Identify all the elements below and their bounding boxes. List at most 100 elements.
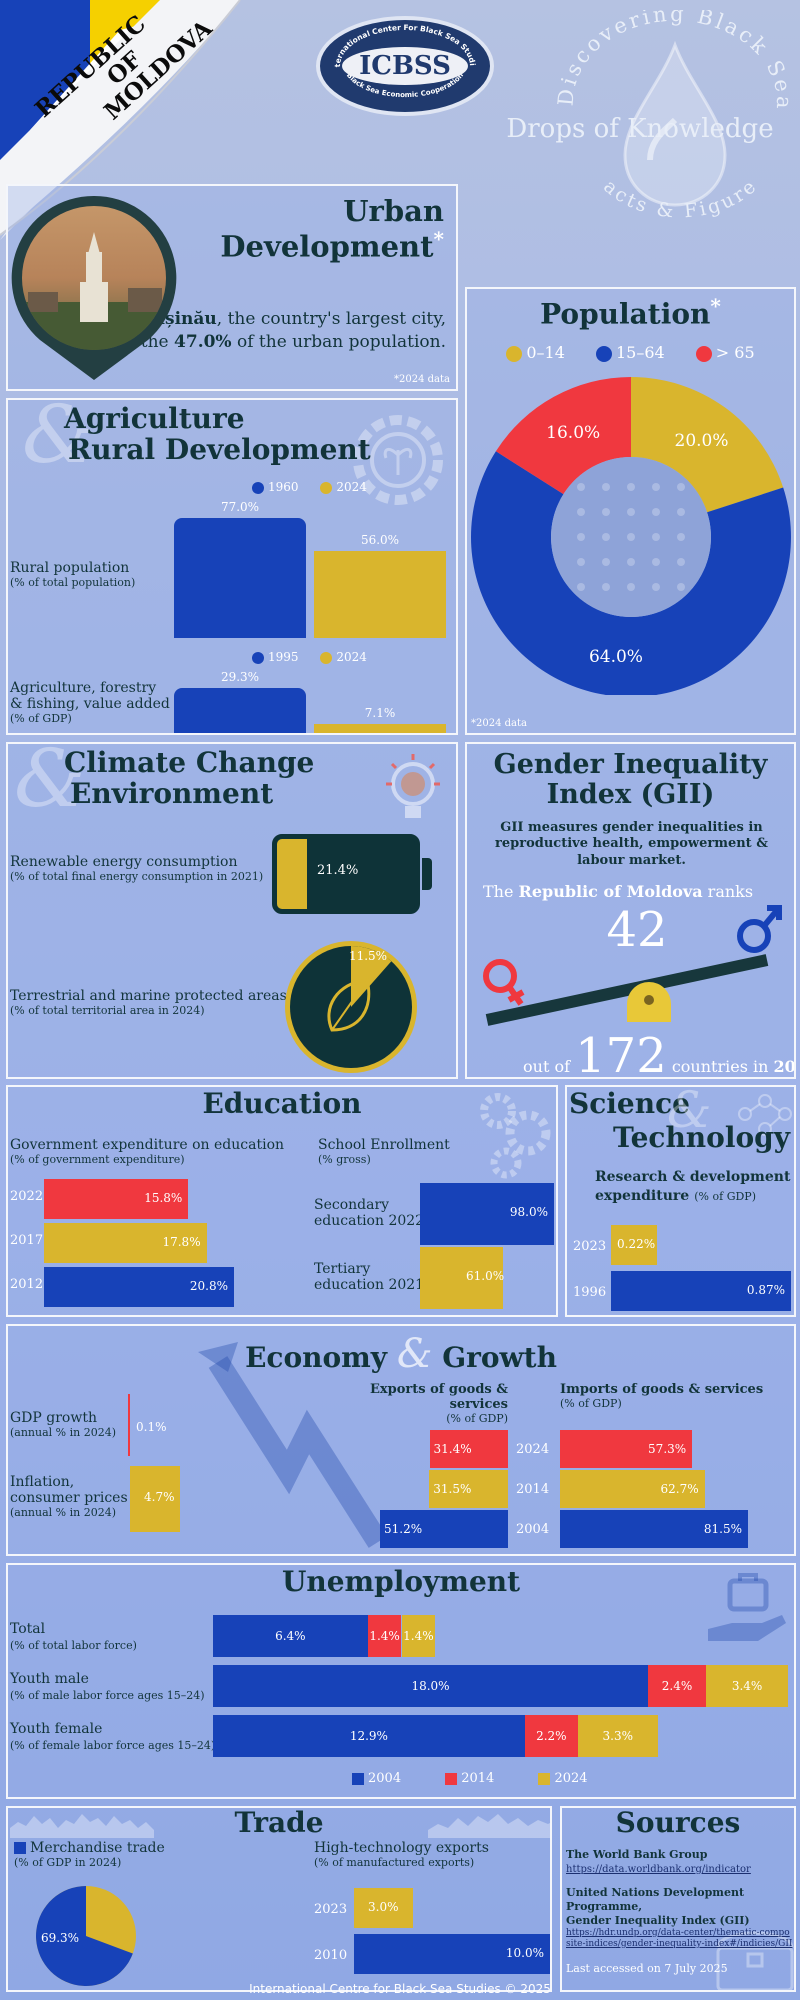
lightbulb-icon <box>386 754 440 818</box>
unemployment-chart: Total (% of total labor force) 6.4% 1.4% 1.4… <box>8 1615 794 1765</box>
ht-bar-2010: 10.0% <box>354 1934 550 1974</box>
people-pattern <box>627 483 635 491</box>
gdp-value: 0.1% <box>136 1420 167 1434</box>
gii-desc: GII measures gender inequalities in repr… <box>495 820 768 868</box>
header-arc-text: Discovering Black Sea Facts & Figures <box>545 10 793 223</box>
urban-title-line2: Development <box>220 229 434 264</box>
economy-panel: Economy & Growth GDP growth (annual % in… <box>6 1324 796 1556</box>
gov-bar-2012: 20.8% <box>44 1267 234 1307</box>
unemployment-panel: Unemployment Total (% of total labor forc… <box>6 1563 796 1799</box>
secondary-bar: 98.0% <box>420 1183 554 1245</box>
ht-value-2010: 10.0% <box>505 1946 544 1960</box>
rd-label2: expenditure <box>595 1188 690 1204</box>
rural-bar-1 <box>314 550 446 638</box>
slice-0-14-label: 20.0% <box>675 431 729 451</box>
tertiary-bar: 61.0% <box>420 1247 504 1309</box>
export-bar-2014: 31.5% <box>429 1470 508 1508</box>
unemp-bar-0-2: 1.4% <box>401 1615 436 1657</box>
agri-sub: (% of GDP) <box>10 712 72 725</box>
renew-sub: (% of total final energy consumption in … <box>10 870 264 883</box>
gii-title-line1: Gender Inequality <box>493 749 768 780</box>
header: REPUBLIC OF MOLDOVA International Center… <box>0 0 800 240</box>
people-pattern <box>602 508 610 516</box>
rd-value-1996: 0.87% <box>746 1283 785 1297</box>
merch-label: Merchandise trade <box>30 1840 165 1856</box>
gdp-sub: (annual % in 2024) <box>10 1426 117 1439</box>
agri-legend-1: 1960 2024 <box>252 480 367 494</box>
gii-outof: out of 172 countries in 2023. <box>523 1028 794 1077</box>
population-legend: 0–14 15–64 > 65 <box>467 343 794 362</box>
science-amp: & <box>667 1085 712 1139</box>
agri-bar-1 <box>314 724 446 733</box>
unemp-value-0-2: 1.4% <box>403 1629 434 1643</box>
battery-icon: 21.4% <box>272 834 432 914</box>
slice-15-64 <box>471 451 791 695</box>
secondary-label1: Secondary <box>314 1197 390 1213</box>
science-title-line2: Technology <box>612 1121 790 1154</box>
unemp-value-0-1: 1.4% <box>369 1629 400 1643</box>
chest-icon <box>716 1931 794 1990</box>
import-bar-2024: 57.3% <box>560 1430 693 1468</box>
gov-bar-2022: 15.8% <box>44 1179 189 1219</box>
agriculture-panel: & Agriculture Rural Development 1960 202… <box>6 398 458 735</box>
people-pattern <box>652 558 660 566</box>
agriculture-title-line1: Agriculture <box>64 402 245 435</box>
trade-pie-slice <box>35 1886 133 1986</box>
people-pattern <box>677 508 685 516</box>
high-tech-exports-chart: 2023 3.0% 2010 10.0% <box>308 1888 550 1984</box>
unemp-bar-1-2: 3.4% <box>706 1665 789 1707</box>
sources-title: Sources <box>615 1806 741 1839</box>
agri-value-added-chart: 29.3% 7.1% <box>174 666 454 733</box>
climate-amp: & <box>14 742 86 825</box>
people-pattern <box>602 558 610 566</box>
leaf-vein <box>331 989 361 1031</box>
secondary-value: 98.0% <box>509 1205 548 1219</box>
rd-bar-1996: 0.87% <box>611 1271 791 1311</box>
icbss-logo[interactable]: International Center For Black Sea Studi… <box>316 16 494 116</box>
source-wb-link[interactable]: https://data.worldbank.org/indicator <box>566 1863 751 1875</box>
unemployment-legend: 2004 2014 2024 <box>352 1771 588 1786</box>
unemp-value-2-2: 3.3% <box>602 1729 634 1743</box>
tertiary-label2: education 2021 <box>314 1277 425 1293</box>
unemployment-title: Unemployment <box>281 1565 521 1598</box>
infl-label1: Inflation, <box>10 1474 75 1490</box>
exports-title: Exports of goods & services <box>369 1382 508 1412</box>
slice-over-65-label: 16.0% <box>546 423 600 443</box>
source-undp-link[interactable]: https://hdr.undp.org/data-center/themati… <box>566 1927 793 1949</box>
rd-sub: (% of GDP) <box>694 1190 756 1203</box>
unemp-label-1: Youth male <box>10 1671 89 1687</box>
gdp-bar <box>128 1394 130 1456</box>
people-pattern <box>627 533 635 541</box>
trade-title: Trade <box>234 1806 324 1839</box>
gov-exp-sub: (% of government expenditure) <box>10 1153 185 1166</box>
unemp-bar-2-2: 3.3% <box>577 1715 658 1757</box>
rural-sub: (% of total population) <box>10 576 136 589</box>
gdp-label: GDP growth <box>10 1410 97 1426</box>
economy-year-2004: 2004 <box>516 1522 550 1537</box>
school-sub: (% gross) <box>318 1153 371 1166</box>
urban-star: * <box>433 226 444 251</box>
ht-label: High-technology exports <box>314 1840 489 1856</box>
science-title-line1: Science <box>569 1087 690 1120</box>
people-pattern <box>652 583 660 591</box>
rural-value-1: 56.0% <box>360 532 400 547</box>
people-pattern <box>577 583 585 591</box>
job-hand-icon <box>708 1573 786 1641</box>
import-value-2014: 62.7% <box>660 1482 699 1496</box>
sources-accessed: Last accessed on 7 July 2025 <box>566 1962 728 1975</box>
economy-title1: Economy <box>245 1341 388 1374</box>
agri-label2: & fishing, value added <box>10 696 170 712</box>
gov-value-2022: 15.8% <box>144 1191 183 1205</box>
protected-value: 11.5% <box>349 949 387 963</box>
rural-value-0: 77.0% <box>220 500 260 514</box>
sources-panel: Sources The World Bank Group https://dat… <box>560 1806 796 1992</box>
gov-year-2022: 2022 <box>10 1189 44 1204</box>
source-wb: The World Bank Group <box>566 1848 708 1861</box>
merchandise-trade-pie: 69.3% <box>35 1886 136 1986</box>
unemp-sub-2: (% of female labor force ages 15–24) <box>10 1739 216 1752</box>
secondary-label2: education 2022 <box>314 1213 425 1229</box>
gears-icon <box>480 1093 551 1179</box>
tertiary-label1: Tertiary <box>314 1261 371 1277</box>
arc-top-text: Discovering Black Sea <box>553 10 793 112</box>
economy-amp: & <box>396 1331 433 1377</box>
